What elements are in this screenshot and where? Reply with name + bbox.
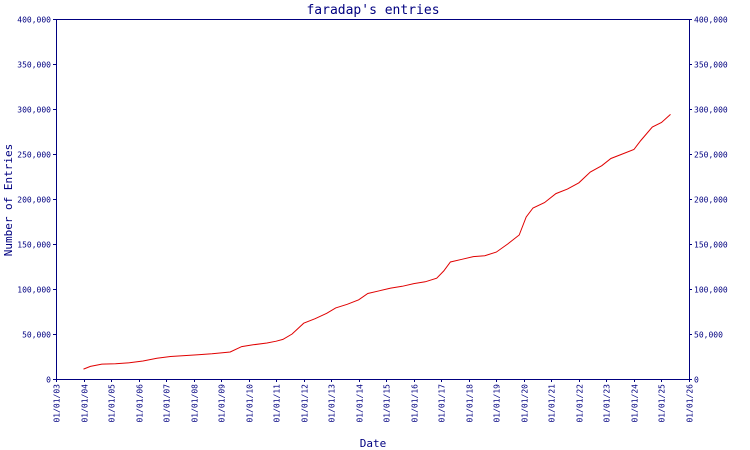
x-tick-label: 01/01/17 [438, 384, 447, 423]
y-tick-label-right: 250,000 [694, 151, 728, 160]
y-tick-label-right: 150,000 [694, 241, 728, 250]
y-tick-label-right: 50,000 [694, 331, 723, 340]
x-axis-label: Date [360, 437, 387, 450]
x-tick-label: 01/01/24 [631, 384, 640, 423]
x-tick-label: 01/01/22 [576, 384, 585, 423]
y-tick-label-right: 200,000 [694, 196, 728, 205]
y-axis-right: 0 50,000 100,000 150,000 200,000 250,000 300,0… [689, 16, 728, 385]
x-tick-label: 01/01/06 [136, 384, 145, 423]
x-tick-label: 01/01/05 [108, 384, 117, 423]
x-tick-label: 01/01/23 [603, 384, 612, 423]
y-tick-label: 0 [46, 376, 51, 385]
x-tick-label: 01/01/18 [466, 384, 475, 423]
x-tick-label: 01/01/26 [686, 384, 695, 423]
y-tick-label: 100,000 [17, 286, 51, 295]
y-tick-label-right: 300,000 [694, 106, 728, 115]
y-tick-label-right: 100,000 [694, 286, 728, 295]
x-tick-label: 01/01/03 [53, 384, 62, 423]
x-axis: 01/01/03 01/01/04 01/01/05 01/01/06 01/01/07… [53, 379, 695, 423]
x-tick-label: 01/01/04 [81, 384, 90, 423]
y-axis-label: Number of Entries [2, 144, 15, 257]
x-tick-label: 01/01/15 [383, 384, 392, 423]
y-axis-left: 0 50,000 100,000 150,000 200,000 250,000 300,0… [17, 16, 56, 385]
chart-title: faradap's entries [306, 3, 439, 18]
x-tick-label: 01/01/10 [246, 384, 255, 423]
x-tick-label: 01/01/08 [191, 384, 200, 423]
y-tick-label: 150,000 [17, 241, 51, 250]
y-tick-label: 350,000 [17, 61, 51, 70]
x-tick-label: 01/01/21 [548, 384, 557, 423]
y-tick-label: 400,000 [17, 16, 51, 25]
x-tick-label: 01/01/07 [163, 384, 172, 423]
y-tick-label-right: 400,000 [694, 16, 728, 25]
x-tick-label: 01/01/12 [301, 384, 310, 423]
entries-series-line [83, 114, 671, 370]
x-tick-label: 01/01/16 [411, 384, 420, 423]
y-tick-label: 300,000 [17, 106, 51, 115]
x-tick-label: 01/01/25 [658, 384, 667, 423]
x-tick-label: 01/01/11 [273, 384, 282, 423]
x-tick-label: 01/01/13 [328, 384, 337, 423]
y-tick-label: 200,000 [17, 196, 51, 205]
y-tick-label-right: 350,000 [694, 61, 728, 70]
x-tick-label: 01/01/20 [521, 384, 530, 423]
y-tick-label: 50,000 [22, 331, 51, 340]
x-tick-label: 01/01/09 [218, 384, 227, 423]
y-tick-label-right: 0 [694, 376, 699, 385]
x-tick-label: 01/01/19 [493, 384, 502, 423]
y-tick-label: 250,000 [17, 151, 51, 160]
x-tick-label: 01/01/14 [356, 384, 365, 423]
